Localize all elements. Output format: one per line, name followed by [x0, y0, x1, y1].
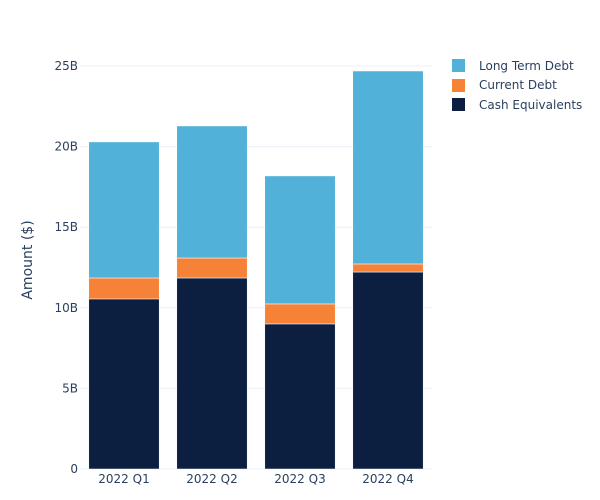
legend-label: Current Debt: [479, 78, 557, 93]
bar-current-debt[interactable]: [352, 263, 424, 273]
x-tick-label: 2022 Q1: [98, 472, 149, 486]
y-tick-label: 25B: [54, 59, 78, 73]
bar-cash-equivalents[interactable]: [264, 323, 336, 470]
y-tick-label: 10B: [54, 301, 78, 315]
bar-current-debt[interactable]: [176, 257, 248, 279]
legend-label: Cash Equivalents: [479, 97, 583, 112]
bar-cash-equivalents[interactable]: [176, 277, 248, 470]
legend-swatch: [452, 98, 465, 112]
bar-long-term-debt[interactable]: [352, 70, 424, 265]
x-tick-label: 2022 Q3: [274, 472, 325, 486]
bar-cash-equivalents[interactable]: [88, 298, 160, 470]
y-axis-ticks: 0 5B 10B 15B 20B 25B: [54, 59, 78, 476]
y-axis-title: Amount ($): [20, 220, 36, 299]
bar-long-term-debt[interactable]: [264, 175, 336, 305]
bar-long-term-debt[interactable]: [176, 125, 248, 259]
y-tick-label: 15B: [54, 220, 78, 234]
legend-item-long-term-debt[interactable]: Long Term Debt: [452, 56, 582, 76]
bar-cash-equivalents[interactable]: [352, 271, 424, 470]
y-tick-label: 0: [70, 462, 78, 476]
x-tick-label: 2022 Q4: [362, 472, 413, 486]
bar-long-term-debt[interactable]: [88, 141, 160, 279]
bar-current-debt[interactable]: [264, 303, 336, 325]
bar-current-debt[interactable]: [88, 277, 160, 300]
bars: [88, 70, 424, 470]
legend-label: Long Term Debt: [479, 58, 574, 73]
x-axis-ticks: 2022 Q1 2022 Q2 2022 Q3 2022 Q4: [98, 472, 413, 486]
legend-item-current-debt[interactable]: Current Debt: [452, 76, 582, 96]
legend: Long Term Debt Current Debt Cash Equival…: [452, 56, 582, 115]
y-tick-label: 5B: [62, 381, 78, 395]
legend-swatch: [452, 78, 465, 92]
legend-swatch: [452, 59, 465, 73]
legend-item-cash-equivalents[interactable]: Cash Equivalents: [452, 95, 582, 115]
y-tick-label: 20B: [54, 140, 78, 154]
x-tick-label: 2022 Q2: [186, 472, 237, 486]
